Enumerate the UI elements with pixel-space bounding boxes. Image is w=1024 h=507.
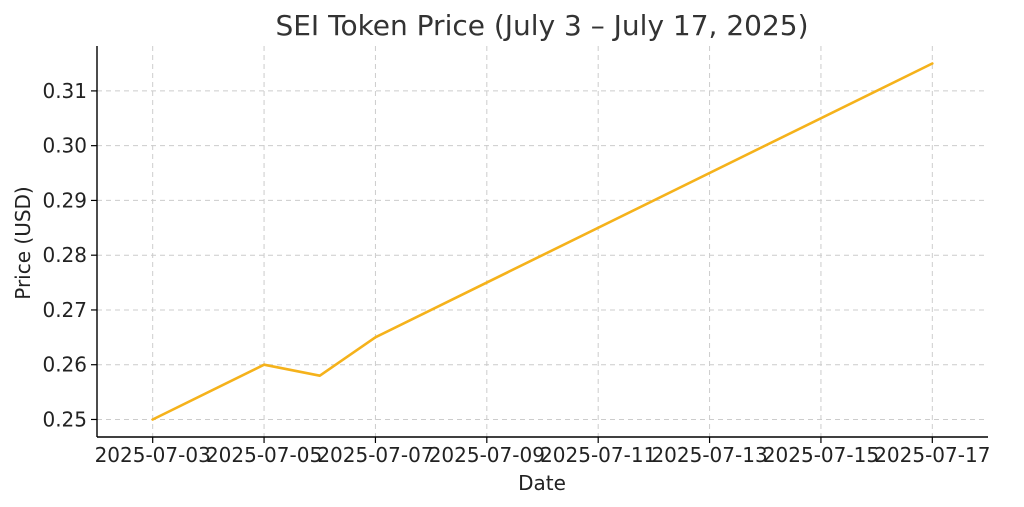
y-tick-label: 0.26 (42, 353, 87, 377)
tick-layer: 2025-07-032025-07-052025-07-072025-07-09… (42, 79, 990, 467)
y-tick-label: 0.30 (42, 134, 87, 158)
x-tick-label: 2025-07-09 (429, 443, 545, 467)
x-tick-label: 2025-07-03 (95, 443, 211, 467)
grid-layer (97, 46, 988, 437)
y-tick-label: 0.31 (42, 79, 87, 103)
y-tick-label: 0.25 (42, 407, 87, 431)
axes-layer (96, 46, 988, 438)
y-tick-label: 0.28 (42, 243, 87, 267)
price-series-line (151, 62, 934, 421)
x-axis-label: Date (518, 471, 566, 495)
series-layer (151, 62, 934, 421)
x-tick-label: 2025-07-05 (206, 443, 322, 467)
y-tick-label: 0.29 (42, 188, 87, 212)
x-tick-label: 2025-07-17 (874, 443, 990, 467)
y-tick-label: 0.27 (42, 298, 87, 322)
x-tick-label: 2025-07-11 (540, 443, 656, 467)
chart-title: SEI Token Price (July 3 – July 17, 2025) (275, 9, 808, 42)
x-tick-label: 2025-07-07 (317, 443, 433, 467)
y-axis-label: Price (USD) (11, 186, 35, 300)
x-tick-label: 2025-07-15 (763, 443, 879, 467)
x-tick-label: 2025-07-13 (651, 443, 767, 467)
